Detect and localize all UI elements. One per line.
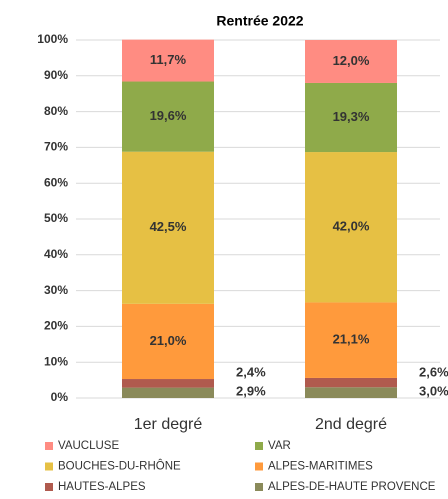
x-tick-label: 1er degré bbox=[134, 416, 203, 433]
legend-label: HAUTES-ALPES bbox=[58, 481, 146, 493]
data-label: 2,4% bbox=[236, 364, 266, 379]
y-tick-label: 0% bbox=[51, 390, 69, 404]
bar-segment bbox=[305, 82, 397, 153]
data-label: 11,7% bbox=[150, 52, 187, 67]
y-tick-label: 100% bbox=[37, 32, 68, 46]
legend-label: VAUCLUSE bbox=[58, 440, 119, 452]
bar-segment bbox=[305, 377, 397, 388]
chart-title: Rentrée 2022 bbox=[216, 13, 303, 29]
y-tick-label: 50% bbox=[44, 211, 68, 225]
y-tick-label: 80% bbox=[44, 104, 68, 118]
y-tick-label: 60% bbox=[44, 175, 68, 189]
legend-label: VAR bbox=[268, 440, 291, 452]
data-label: 21,1% bbox=[333, 332, 370, 347]
x-tick-label: 2nd degré bbox=[315, 416, 387, 433]
legend-swatch bbox=[255, 483, 263, 491]
data-label: 42,5% bbox=[150, 219, 187, 234]
y-tick-label: 20% bbox=[44, 319, 68, 333]
legend-label: ALPES-MARITIMES bbox=[268, 461, 373, 473]
legend-label: ALPES-DE-HAUTE PROVENCE bbox=[268, 481, 436, 493]
bar-segment bbox=[122, 379, 214, 388]
bar-segment bbox=[122, 81, 214, 152]
bar-segment bbox=[122, 39, 214, 82]
data-label: 42,0% bbox=[333, 219, 370, 234]
legend-swatch bbox=[45, 483, 53, 491]
legend-swatch bbox=[255, 462, 263, 471]
legend-swatch bbox=[45, 462, 53, 471]
y-tick-label: 30% bbox=[44, 283, 68, 297]
y-tick-label: 70% bbox=[44, 140, 68, 154]
bar-segment bbox=[305, 40, 397, 83]
bar-segment bbox=[305, 387, 397, 398]
y-tick-label: 10% bbox=[44, 354, 68, 368]
data-label: 2,9% bbox=[236, 383, 266, 398]
data-label: 19,3% bbox=[333, 109, 370, 124]
data-label: 12,0% bbox=[333, 53, 370, 68]
bar-segment bbox=[305, 152, 397, 303]
y-tick-label: 90% bbox=[44, 68, 68, 82]
y-tick-label: 40% bbox=[44, 247, 68, 261]
bar-segment bbox=[122, 387, 214, 398]
data-label: 2,6% bbox=[419, 364, 448, 379]
bar-segment bbox=[122, 151, 214, 304]
legend-label: BOUCHES-DU-RHÔNE bbox=[58, 460, 181, 473]
bar-segment bbox=[305, 302, 397, 378]
bar-segment bbox=[122, 303, 214, 380]
data-label: 3,0% bbox=[419, 383, 448, 398]
data-label: 19,6% bbox=[150, 108, 187, 123]
data-label: 21,0% bbox=[150, 333, 187, 348]
legend-swatch bbox=[45, 442, 53, 450]
legend-swatch bbox=[255, 442, 263, 450]
